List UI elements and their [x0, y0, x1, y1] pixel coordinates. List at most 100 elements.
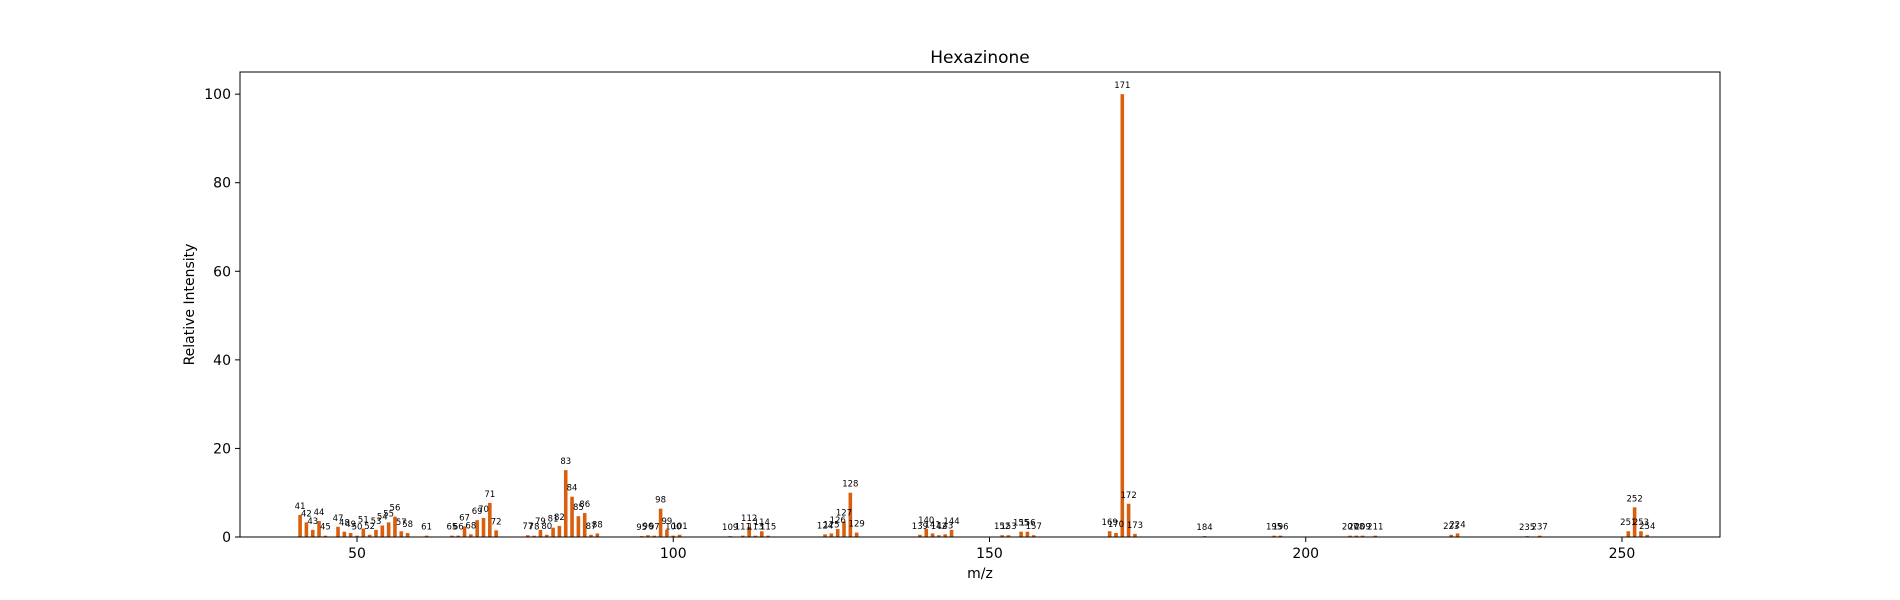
bar-mz-114 [759, 531, 764, 537]
bar-mz-152 [1000, 535, 1004, 537]
peak-label-47: 47 [333, 514, 344, 524]
bar-mz-153 [1006, 535, 1011, 537]
peak-label-72: 72 [491, 517, 502, 527]
bars-group [298, 94, 1650, 537]
x-axis: 50 100 150 200 250 [348, 537, 1635, 562]
bar-mz-99 [665, 529, 669, 537]
peak-label-172: 172 [1121, 491, 1137, 501]
bar-mz-49 [348, 533, 353, 537]
peak-label-126: 126 [830, 516, 846, 526]
peak-label-128: 128 [842, 480, 858, 490]
bar-mz-141 [930, 533, 935, 537]
bar-mz-207 [1348, 535, 1352, 537]
peak-label-44: 44 [314, 508, 325, 518]
peak-label-81: 81 [548, 515, 559, 525]
peak-label-196: 196 [1272, 523, 1288, 533]
peak-label-254: 254 [1639, 522, 1655, 532]
peak-label-144: 144 [943, 517, 959, 527]
bar-mz-82 [557, 525, 562, 537]
peak-label-61: 61 [421, 523, 432, 533]
bar-mz-125 [829, 533, 834, 537]
bar-mz-111 [741, 535, 745, 537]
peak-label-207: 207 [1342, 523, 1358, 533]
y-tick-label-0: 0 [222, 530, 231, 546]
peak-label-77: 77 [522, 522, 533, 532]
bar-mz-101 [677, 534, 682, 537]
bar-mz-155 [1019, 531, 1023, 537]
bar-mz-223 [1449, 534, 1453, 537]
peak-label-58: 58 [402, 520, 413, 530]
peak-label-143: 143 [937, 521, 953, 531]
peak-label-155: 155 [1013, 519, 1029, 529]
bar-mz-86 [582, 513, 587, 537]
peak-label-223: 223 [1443, 522, 1459, 532]
peak-label-55: 55 [383, 509, 394, 519]
peak-label-195: 195 [1266, 523, 1282, 533]
peak-label-252: 252 [1627, 494, 1643, 504]
peak-label-139: 139 [912, 522, 928, 532]
peak-label-99: 99 [662, 517, 673, 527]
peak-label-152: 152 [994, 522, 1010, 532]
peak-label-169: 169 [1102, 518, 1118, 528]
bar-mz-209 [1360, 535, 1365, 537]
bar-mz-169 [1107, 531, 1112, 537]
peak-label-52: 52 [364, 522, 375, 532]
bar-mz-84 [570, 496, 574, 537]
bar-mz-69 [475, 520, 479, 537]
bar-mz-41 [298, 514, 302, 537]
peak-label-184: 184 [1196, 523, 1212, 533]
peak-label-153: 153 [1000, 522, 1016, 532]
bar-mz-128 [848, 492, 853, 537]
bar-mz-172 [1126, 503, 1131, 537]
bar-mz-211 [1373, 535, 1378, 537]
peak-label-173: 173 [1127, 521, 1143, 531]
peak-label-237: 237 [1532, 523, 1548, 533]
bar-mz-45 [323, 535, 328, 537]
bar-mz-97 [652, 535, 657, 537]
bar-mz-124 [823, 534, 827, 537]
bar-mz-96 [646, 535, 650, 537]
bar-mz-42 [304, 522, 309, 537]
bar-mz-140 [924, 529, 929, 537]
peak-label-82: 82 [554, 513, 565, 523]
peak-label-101: 101 [671, 522, 687, 532]
peak-label-65: 65 [446, 523, 457, 533]
bar-mz-71 [488, 502, 492, 537]
bar-mz-78 [532, 535, 536, 537]
peak-label-87: 87 [586, 522, 597, 532]
y-tick-label-80: 80 [213, 176, 231, 192]
x-tick-label-100: 100 [660, 546, 687, 562]
bar-mz-79 [538, 529, 543, 537]
bar-mz-224 [1455, 533, 1460, 537]
bar-mz-254 [1645, 534, 1650, 537]
y-tick-label-100: 100 [204, 87, 231, 103]
peak-label-79: 79 [535, 517, 546, 527]
bar-mz-53 [374, 529, 378, 537]
bar-mz-157 [1031, 535, 1036, 537]
peak-label-127: 127 [836, 509, 852, 519]
bar-mz-237 [1537, 535, 1542, 537]
y-tick-label-40: 40 [213, 353, 231, 369]
bar-mz-171 [1120, 94, 1125, 537]
peak-label-112: 112 [741, 514, 757, 524]
peak-label-125: 125 [823, 520, 839, 530]
peak-label-96: 96 [643, 522, 654, 532]
bar-mz-144 [949, 529, 954, 537]
bar-mz-100 [671, 535, 676, 537]
peak-label-171: 171 [1114, 81, 1130, 91]
bar-mz-127 [842, 521, 846, 537]
x-tick-label-50: 50 [348, 546, 366, 562]
peak-label-111: 111 [735, 523, 751, 533]
bar-mz-139 [918, 534, 922, 537]
bar-mz-88 [595, 533, 600, 537]
peak-label-71: 71 [484, 490, 495, 500]
bar-mz-195 [1272, 535, 1276, 537]
peak-label-115: 115 [760, 523, 776, 533]
peak-label-98: 98 [655, 496, 666, 506]
bar-mz-61 [424, 535, 429, 537]
bar-mz-55 [386, 522, 391, 537]
x-tick-label-250: 250 [1609, 546, 1636, 562]
bar-mz-54 [380, 525, 385, 537]
peak-label-41: 41 [295, 502, 306, 512]
